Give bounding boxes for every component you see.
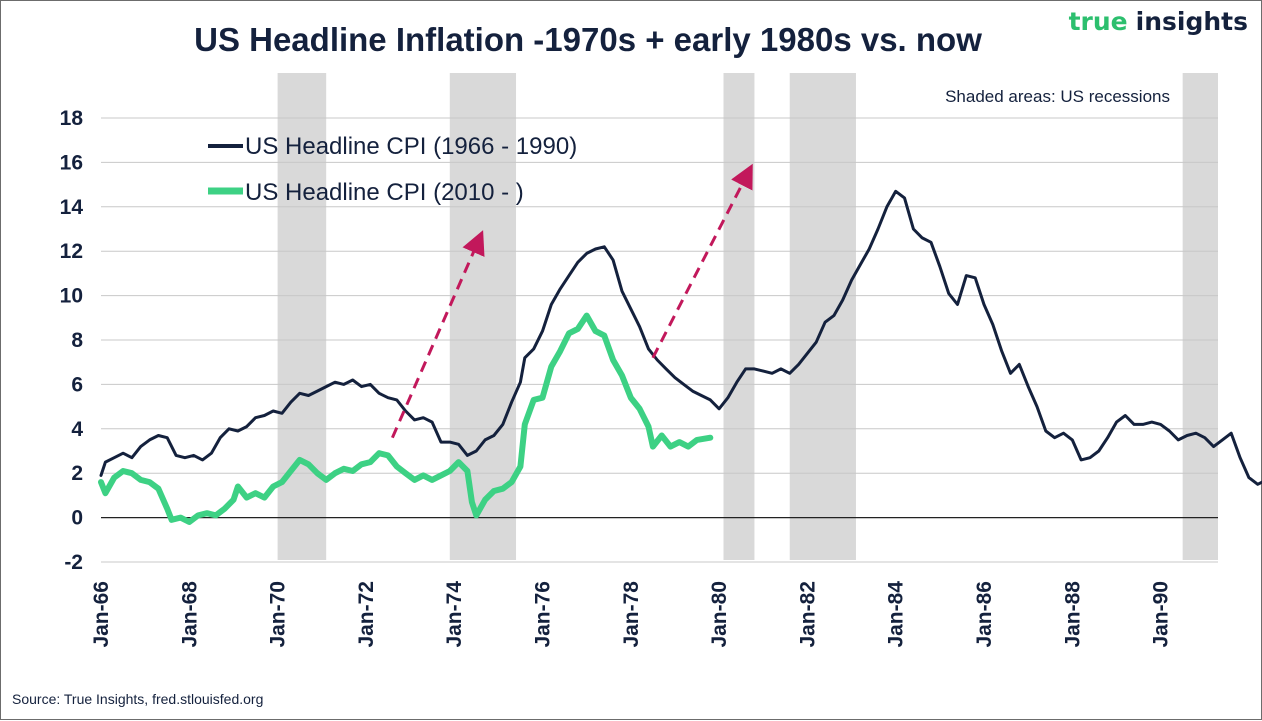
series-lines: [98, 189, 1262, 525]
y-tick-label: 18: [60, 107, 84, 130]
recession-band-3: [723, 73, 755, 560]
y-tick-label: 2: [71, 462, 83, 485]
y-tick-label: 14: [60, 196, 84, 219]
trend-arrows: [391, 163, 753, 439]
x-tick-label: Jan-76: [532, 581, 555, 648]
logo-word-true: true: [1069, 7, 1128, 36]
x-tick-label: Jan-68: [178, 581, 201, 648]
series-line-1966-1990: [99, 189, 1262, 486]
y-tick-label: 0: [71, 507, 83, 530]
y-tick-label: 16: [60, 151, 83, 174]
y-tick-label: 6: [71, 373, 83, 396]
source-note: Source: True Insights, fred.stlouisfed.o…: [12, 691, 263, 707]
logo-word-insights: insights: [1136, 7, 1248, 36]
x-tick-label: Jan-66: [90, 581, 113, 648]
x-tick-label: Jan-70: [267, 581, 290, 648]
x-tick-label: Jan-88: [1061, 581, 1084, 648]
y-tick-label: -2: [64, 551, 83, 574]
chart-title: US Headline Inflation -1970s + early 198…: [194, 21, 982, 58]
y-tick-label: 4: [71, 418, 83, 441]
recession-band-2: [449, 73, 517, 560]
y-tick-label: 12: [60, 240, 83, 263]
x-tick-label: Jan-72: [355, 581, 378, 648]
x-axis: Jan-66 Jan-68 Jan-70 Jan-72 Jan-74 Jan-76 Jan-…: [90, 581, 1173, 648]
legend-label-2010: US Headline CPI (2010 - ): [245, 179, 524, 206]
x-tick-label: Jan-90: [1150, 581, 1173, 648]
y-tick-label: 10: [60, 285, 83, 308]
x-tick-label: Jan-86: [973, 581, 996, 648]
brand-logo: true insights: [1069, 7, 1248, 36]
x-tick-label: Jan-84: [885, 581, 908, 648]
recession-band-4: [789, 73, 856, 560]
x-tick-label: Jan-74: [443, 581, 466, 648]
y-axis: 18 16 14 12 10 8 6 4 2 0 -2: [60, 107, 84, 574]
legend: US Headline CPI (1966 - 1990) US Headlin…: [208, 133, 577, 206]
x-tick-label: Jan-82: [796, 581, 819, 648]
legend-label-1966-1990: US Headline CPI (1966 - 1990): [245, 133, 577, 160]
recession-bands: [277, 73, 1218, 560]
y-tick-label: 8: [71, 329, 83, 352]
x-tick-label: Jan-80: [708, 581, 731, 648]
x-tick-label: Jan-78: [620, 581, 643, 648]
trend-arrow-1: [391, 230, 485, 439]
recession-band-5: [1182, 73, 1218, 560]
series-line-2010: [98, 312, 714, 525]
logo-text: true insights: [1069, 7, 1248, 36]
recession-note: Shaded areas: US recessions: [945, 87, 1170, 106]
